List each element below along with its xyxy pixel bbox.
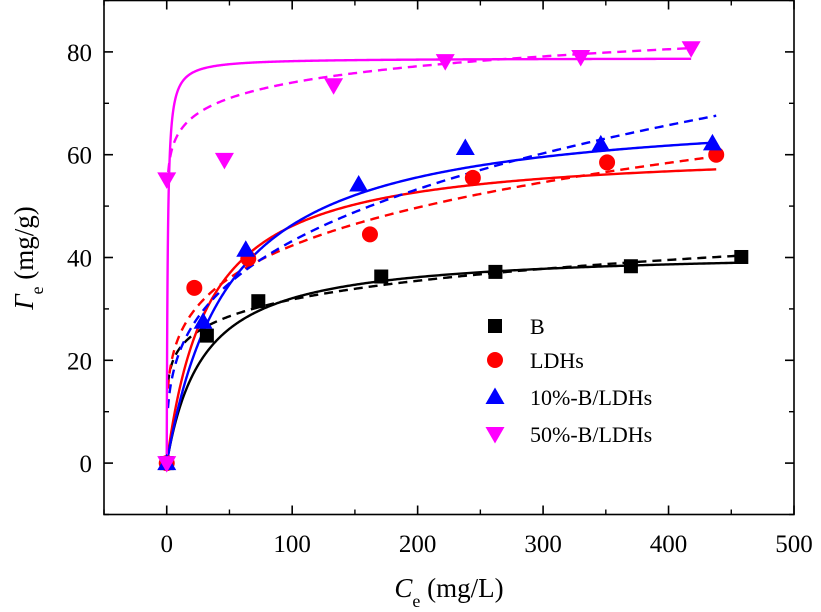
legend-marker: [485, 387, 505, 404]
data-point: [708, 146, 725, 163]
data-point: [464, 169, 481, 186]
legend-label: LDHs: [530, 348, 584, 373]
freundlich-fit-line: [166, 155, 717, 389]
axis-ticks: 0 100 200 300 400 500 0 20 40 60 80: [67, 0, 813, 558]
freundlich-fit-line: [166, 254, 742, 384]
legend-label: B: [530, 314, 545, 339]
y-axis-label: Γe (mg/g): [9, 206, 47, 311]
data-point: [157, 172, 177, 189]
data-point: [571, 50, 591, 67]
x-tick-label: 200: [399, 531, 437, 558]
data-point: [435, 54, 455, 71]
y-tick-label: 0: [80, 451, 93, 478]
freundlich-fit-line: [166, 46, 692, 188]
data-point: [681, 41, 701, 58]
data-point: [702, 133, 722, 151]
langmuir-fit-line: [165, 141, 717, 464]
x-tick-label: 300: [524, 531, 562, 558]
data-point: [236, 240, 256, 257]
data-point: [734, 249, 749, 264]
data-point: [214, 152, 234, 170]
legend: B LDHs 10%-B/LDHs 50%-B/LDHs: [485, 314, 652, 447]
data-point: [374, 269, 389, 284]
freundlich-fit-line: [166, 114, 717, 409]
legend-marker: [488, 319, 502, 333]
fit-curves: [165, 46, 742, 464]
data-point: [488, 264, 503, 279]
x-tick-label: 500: [775, 531, 813, 558]
data-point: [591, 134, 611, 152]
data-point: [349, 175, 369, 192]
data-point: [455, 138, 475, 156]
legend-label: 10%-B/LDHs: [530, 385, 652, 410]
y-tick-label: 20: [67, 348, 92, 375]
data-point: [193, 312, 213, 329]
y-tick-label: 60: [67, 143, 92, 170]
data-point: [324, 78, 344, 95]
y-tick-label: 40: [67, 246, 92, 273]
data-point: [623, 259, 638, 274]
x-tick-label: 400: [650, 531, 688, 558]
data-point: [251, 294, 266, 309]
x-tick-label: 100: [273, 531, 311, 558]
legend-label: 50%-B/LDHs: [530, 422, 652, 447]
data-point: [361, 226, 378, 243]
x-tick-label: 0: [160, 531, 173, 558]
data-point: [186, 279, 203, 296]
data-markers: [157, 41, 749, 473]
langmuir-fit-line: [165, 261, 742, 464]
y-tick-label: 80: [67, 40, 92, 67]
legend-marker: [487, 352, 503, 368]
data-point: [157, 456, 177, 473]
legend-marker: [485, 427, 505, 444]
data-point: [199, 328, 214, 343]
data-point: [599, 154, 616, 171]
x-axis-label: Ce (mg/L): [394, 573, 503, 611]
